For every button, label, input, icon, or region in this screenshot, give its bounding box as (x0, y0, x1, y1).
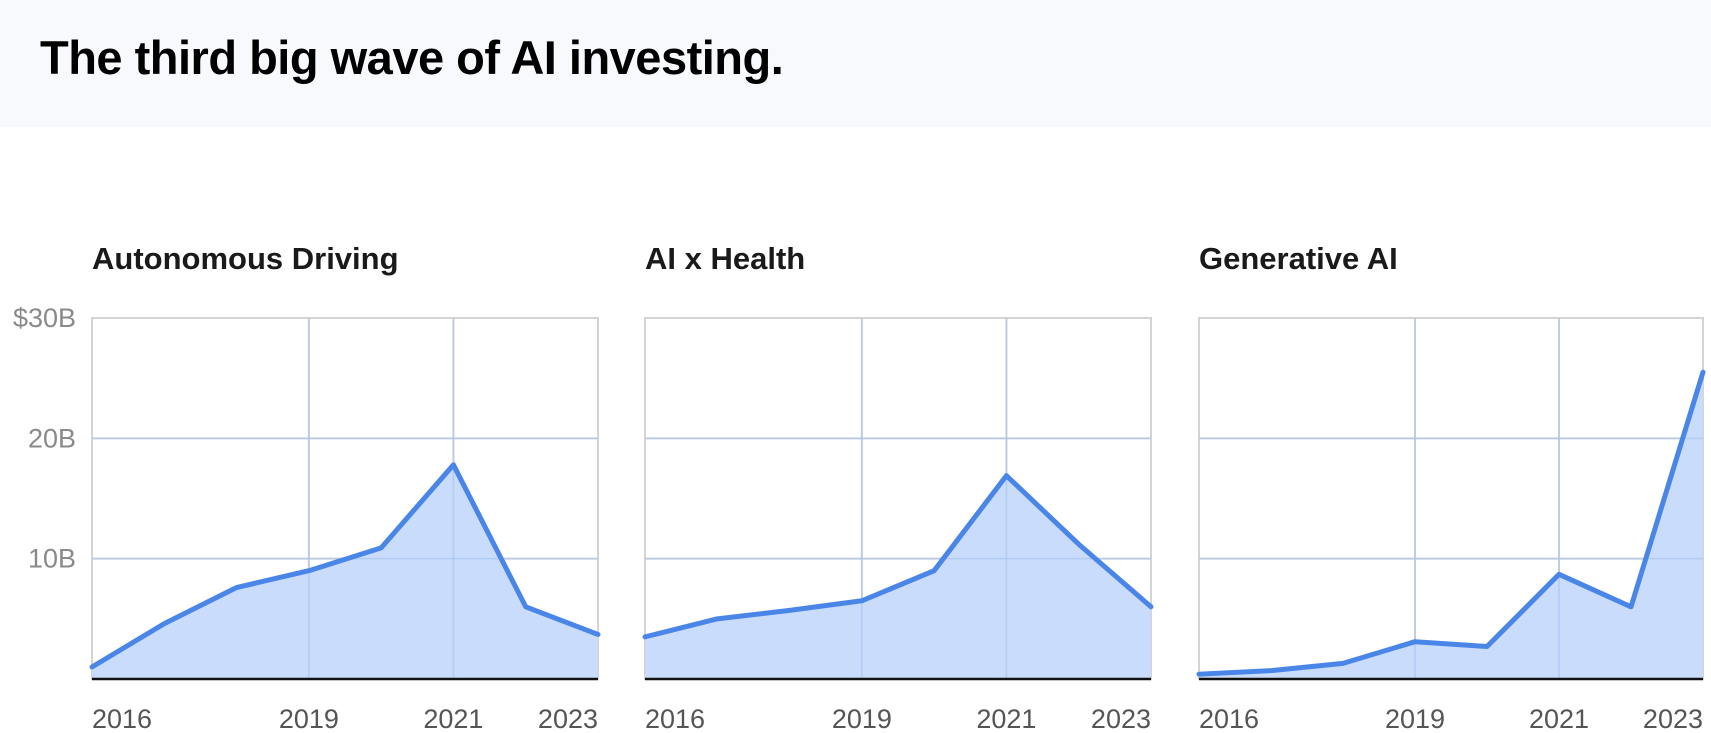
panel-title: AI x Health (645, 241, 805, 276)
x-tick-label: 2019 (279, 704, 339, 733)
y-tick-label: $30B (13, 303, 76, 333)
x-tick-label: 2016 (1199, 704, 1259, 733)
y-tick-label: 10B (28, 544, 76, 574)
x-tick-label: 2021 (976, 704, 1036, 733)
x-tick-label: 2016 (645, 704, 705, 733)
panel-title: Generative AI (1199, 241, 1398, 276)
series-area (1199, 372, 1703, 679)
x-tick-label: 2021 (1529, 704, 1589, 733)
y-tick-label: 20B (28, 423, 76, 453)
charts-area: Autonomous Driving 2016 2019 2021 2023 $30B 20… (0, 127, 1711, 733)
series-line (89, 462, 601, 670)
x-tick-label: 2019 (1385, 704, 1445, 733)
chart-panel-1: Autonomous Driving 2016 2019 2021 2023 $30B 20… (13, 241, 601, 733)
page-title: The third big wave of AI investing. (40, 31, 784, 84)
x-tick-label: 2023 (1091, 704, 1151, 733)
small-multiples-chart: Autonomous Driving 2016 2019 2021 2023 $30B 20… (13, 241, 1706, 733)
series-area (92, 464, 598, 679)
x-tick-label: 2016 (92, 704, 152, 733)
panel-title: Autonomous Driving (92, 241, 399, 276)
x-tick-label: 2019 (832, 704, 892, 733)
series-area (645, 475, 1151, 679)
header: The third big wave of AI investing. (0, 0, 1711, 127)
x-tick-label: 2023 (538, 704, 598, 733)
series-line (1196, 369, 1706, 677)
x-tick-label: 2021 (423, 704, 483, 733)
chart-panel-2: AI x Health 2016 2019 2021 2023 (642, 241, 1154, 733)
x-tick-label: 2023 (1643, 704, 1703, 733)
chart-panel-3: Generative AI 2016 2019 2021 2023 (1196, 241, 1706, 733)
series-line (642, 473, 1154, 640)
